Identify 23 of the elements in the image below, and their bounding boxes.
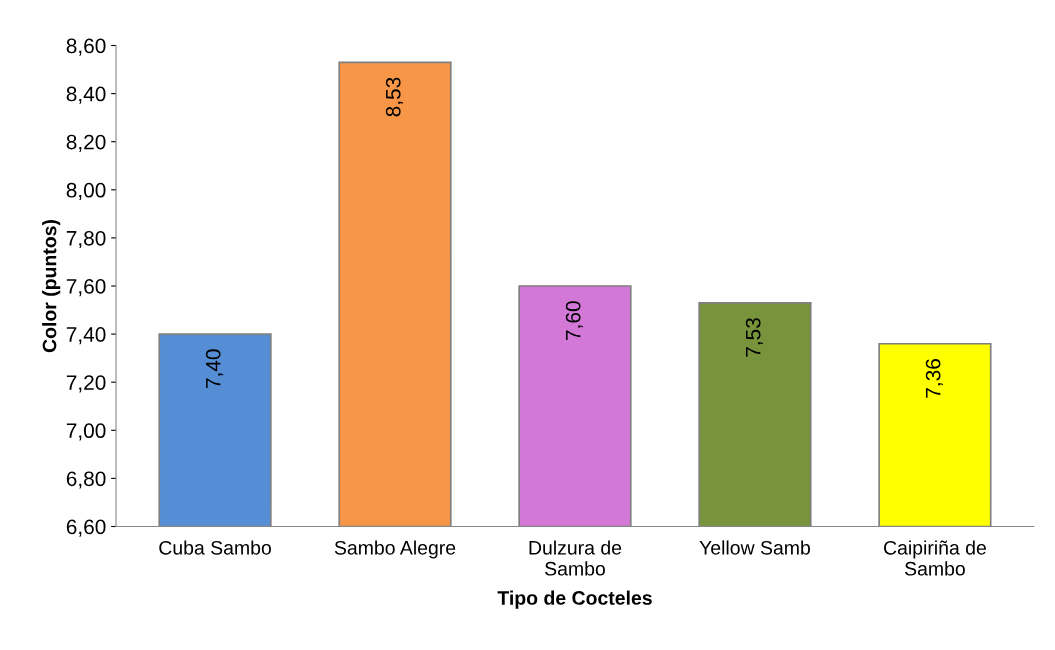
y-tick-label: 7,60 — [66, 279, 106, 297]
x-tick-label: Dulzura de Sambo — [529, 540, 622, 576]
y-tick-label: 8,60 — [66, 38, 106, 56]
y-tick-label: 8,20 — [66, 134, 106, 152]
y-tick-label: 7,00 — [66, 423, 106, 441]
y-axis-title: Color (puntos) — [42, 220, 61, 353]
x-tick-label: Caipiriña de Sambo — [884, 540, 986, 576]
x-tick-label: Yellow Samb — [699, 540, 810, 555]
x-tick-label: Cuba Sambo — [159, 540, 271, 555]
y-tick-label: 8,00 — [66, 182, 106, 201]
y-tick-label: 6,80 — [66, 471, 106, 489]
data-label: 7,53 — [745, 318, 763, 357]
y-tick-label: 7,20 — [66, 375, 106, 393]
y-tick-label: 6,60 — [66, 519, 106, 537]
data-label: 8,53 — [385, 77, 404, 117]
y-tick-label: 7,40 — [66, 327, 106, 345]
data-label: 7,40 — [205, 349, 224, 389]
x-tick-label: Sambo Alegre — [334, 540, 456, 559]
y-tick-label: 8,40 — [66, 86, 106, 104]
x-axis-title: Tipo de Cocteles — [497, 590, 652, 609]
data-label: 7,36 — [925, 359, 943, 398]
y-tick-label: 7,80 — [66, 230, 106, 249]
data-label: 7,60 — [565, 301, 584, 340]
